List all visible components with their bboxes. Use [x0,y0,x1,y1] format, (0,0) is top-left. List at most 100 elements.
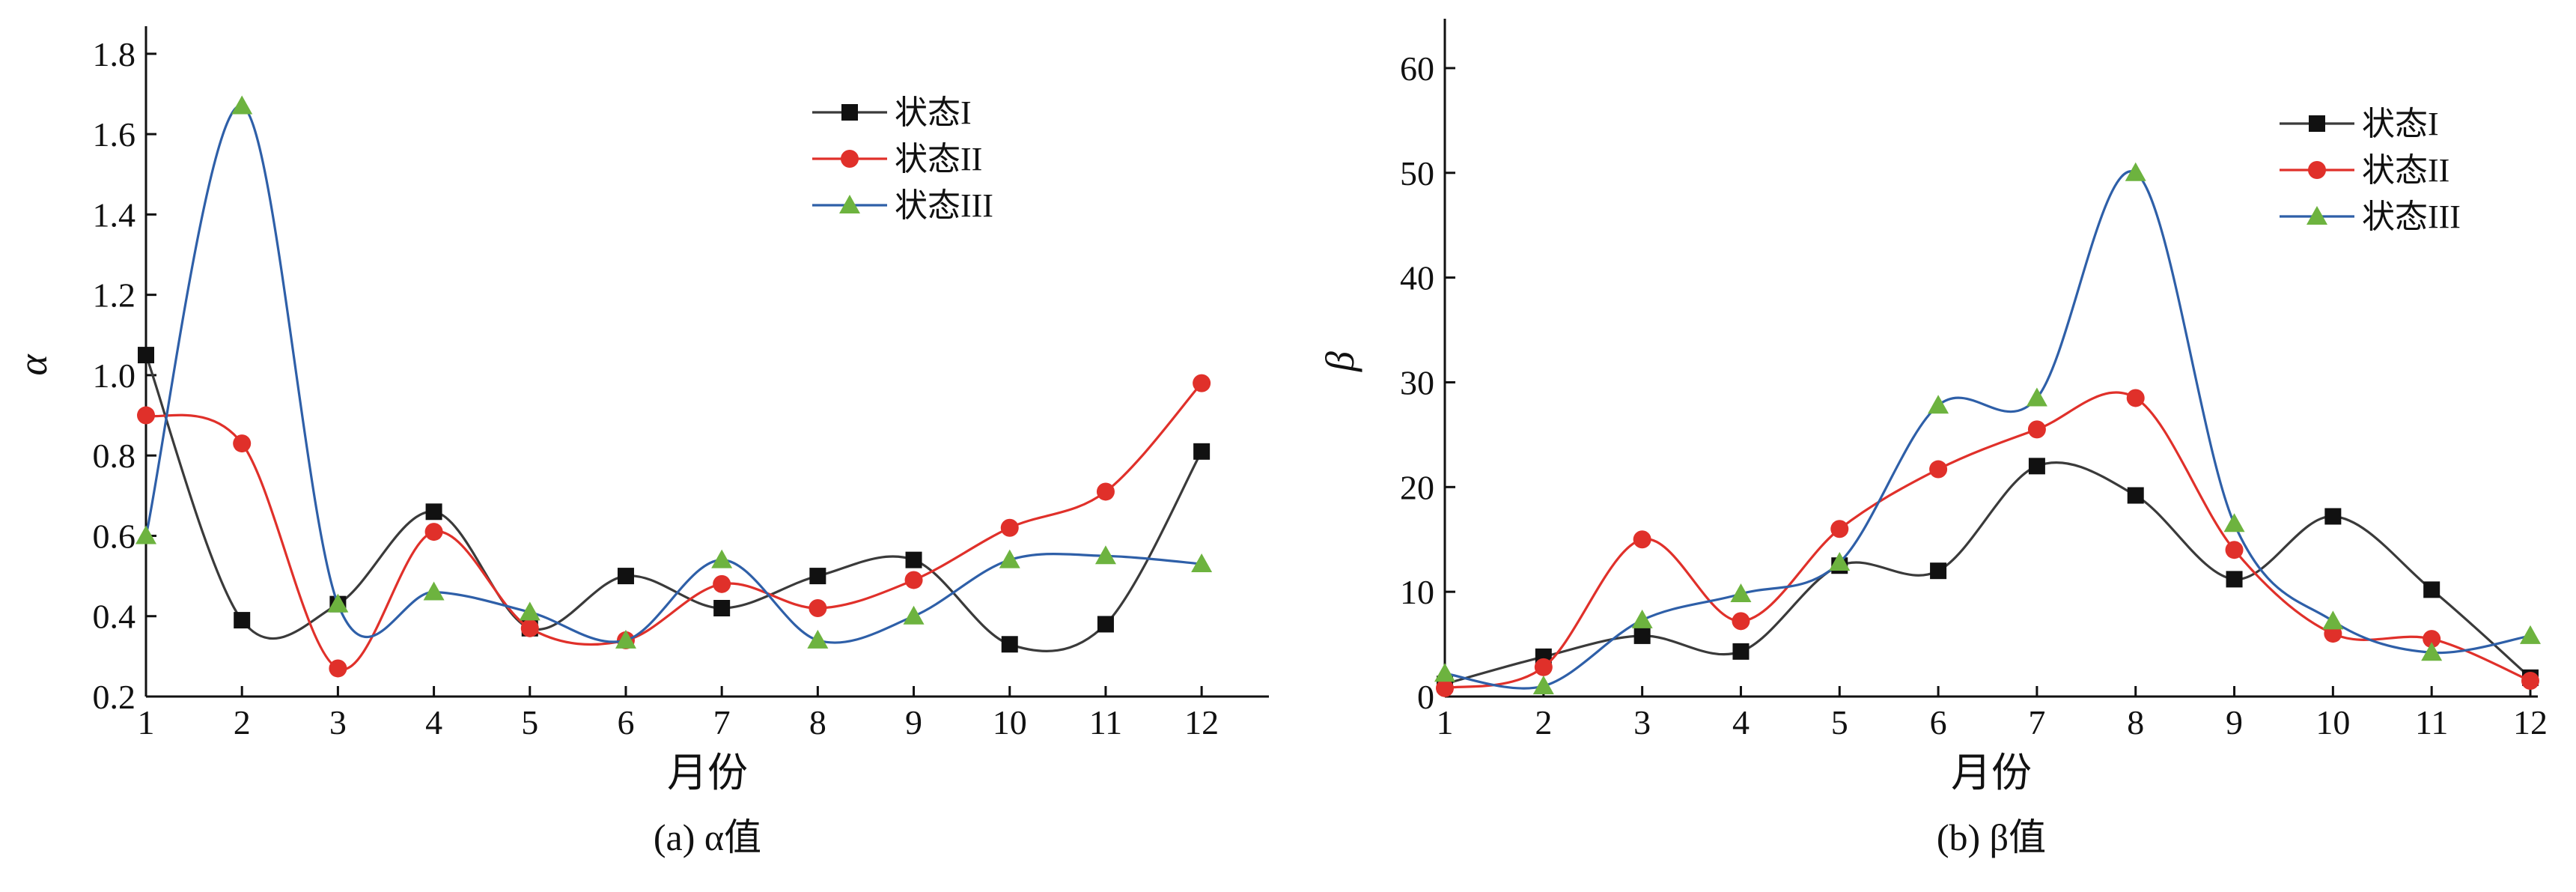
x-tick-label: 5 [521,703,538,741]
data-point [1633,627,1651,644]
data-point [1929,460,1948,479]
data-point [1633,530,1651,549]
data-point [423,581,445,601]
data-point [1930,562,1947,580]
data-point [2324,508,2342,525]
x-tick-label: 4 [425,703,442,741]
y-tick-label: 0.4 [93,598,136,636]
data-point [231,95,253,115]
data-point [1094,545,1116,565]
x-tick-label: 8 [809,703,826,741]
x-tick-label: 7 [2028,703,2045,741]
y-tick-label: 50 [1400,154,1434,192]
legend-label: 状态I [895,94,972,131]
data-point [2028,458,2045,475]
data-point [234,612,251,629]
data-point [329,659,347,678]
series-line [1444,170,2531,690]
y-tick-label: 40 [1400,259,1434,297]
y-tick-label: 60 [1400,49,1434,88]
data-point [905,551,922,568]
x-tick-label: 12 [2513,703,2548,741]
y-tick-label: 1.6 [93,115,136,154]
data-point [1436,679,1454,697]
legend-marker [841,104,858,121]
y-tick-label: 0.8 [93,437,136,475]
x-tick-label: 1 [1437,703,1454,741]
legend-marker [839,195,860,213]
data-point [1730,583,1752,602]
y-axis-title: α [10,354,55,376]
x-tick-label: 10 [2315,703,2350,741]
data-point [1830,520,1849,538]
data-point [2226,571,2243,588]
data-point [519,601,541,621]
y-axis-title: β [1318,351,1362,372]
data-point [713,574,731,593]
data-point [1193,443,1211,460]
x-tick-label: 5 [1831,703,1848,741]
data-point [615,629,636,649]
series-2 [137,374,1211,678]
data-point [617,568,634,585]
x-tick-label: 8 [2127,703,2144,741]
data-point [1732,612,1750,631]
data-point [999,549,1020,568]
x-tick-label: 2 [234,703,251,741]
x-tick-label: 2 [1535,703,1552,741]
legend-label: 状态II [895,141,982,178]
data-point [1001,636,1018,653]
legend-label: 状态I [2362,106,2439,142]
data-point [1000,518,1019,537]
data-point [137,406,155,425]
data-point [1434,663,1455,682]
x-tick-label: 11 [2415,703,2448,741]
y-tick-label: 0 [1417,678,1434,716]
data-point [2223,513,2245,533]
legend-label: 状态III [2362,198,2461,235]
series-1 [1437,458,2539,693]
data-point [2322,610,2344,630]
data-point [1829,552,1851,571]
x-tick-label: 3 [329,703,347,741]
data-point [1097,616,1114,633]
panel-caption: (a) α值 [654,816,761,858]
legend: 状态I 状态II 状态III [2280,106,2461,235]
series-3 [1434,162,2541,695]
data-point [136,525,156,544]
data-point [2521,672,2539,691]
data-point [1193,374,1211,392]
x-tick-label: 12 [1184,703,1219,741]
data-point [904,571,923,589]
x-axis-title: 月份 [1951,750,2032,795]
data-point [1631,609,1653,628]
legend-marker [2308,161,2326,179]
data-point [2027,420,2046,439]
data-point [713,600,731,616]
data-point [2125,162,2146,181]
data-point [2225,541,2244,559]
y-tick-label: 1.2 [93,276,136,315]
data-point [2423,630,2441,649]
legend-marker [841,150,859,168]
data-point [1191,553,1213,572]
data-point [2421,642,2443,661]
data-point [520,619,539,637]
panel-caption: (b) β值 [1937,816,2046,858]
x-tick-label: 3 [1633,703,1651,741]
data-point [1534,658,1553,676]
y-tick-label: 10 [1400,573,1434,611]
series-line [144,104,1202,644]
data-point [1096,482,1115,501]
data-point [2126,389,2145,407]
data-point [2026,387,2047,407]
series-2 [1436,389,2539,697]
panel-alpha: 0.20.40.60.81.01.21.41.61.81 2 3 4 5 6 7 8 9 10 11… [10,26,1269,858]
data-point [1532,676,1554,695]
x-tick-label: 10 [993,703,1027,741]
data-point [233,434,252,453]
data-point [138,347,154,364]
